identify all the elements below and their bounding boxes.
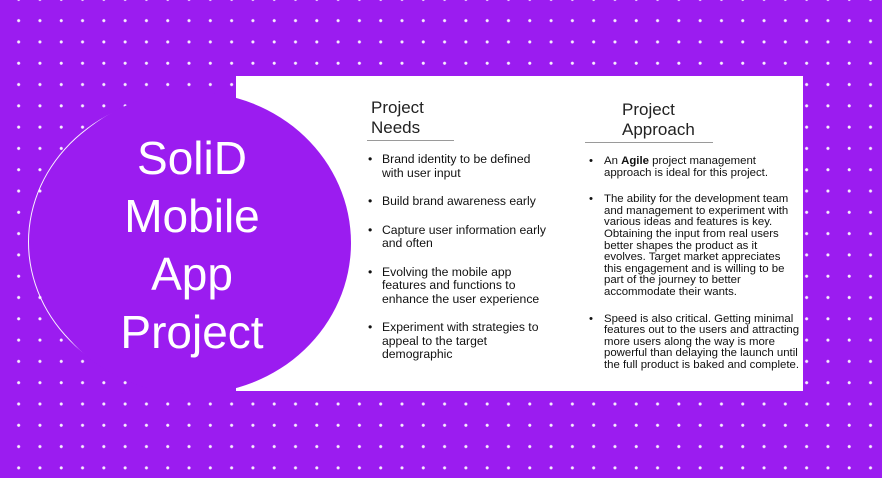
- project-approach-heading: Project Approach: [585, 100, 713, 143]
- title-line: Mobile: [124, 190, 260, 242]
- list-item: Experiment with strategies to appeal to …: [367, 320, 547, 362]
- project-needs-list: Brand identity to be defined with user i…: [367, 152, 547, 362]
- slide-title: SoliD Mobile App Project: [120, 129, 263, 361]
- title-line: SoliD: [137, 132, 247, 184]
- item-prefix: An: [604, 155, 622, 167]
- list-item: The ability for the development team and…: [585, 193, 800, 298]
- agile-keyword: Agile: [621, 155, 649, 167]
- list-item: Build brand awareness early: [367, 194, 547, 209]
- title-line: Project: [120, 306, 264, 358]
- list-item: Evolving the mobile app features and fun…: [367, 265, 547, 307]
- project-needs-column: Project Needs Brand identity to be defin…: [367, 98, 547, 377]
- heading-line: Project: [371, 98, 424, 117]
- list-item: Capture user information early and often: [367, 223, 547, 251]
- list-item: Brand identity to be defined with user i…: [367, 152, 547, 180]
- heading-line: Project: [622, 100, 675, 119]
- heading-line: Needs: [371, 118, 421, 137]
- project-needs-heading: Project Needs: [367, 98, 454, 141]
- list-item: An Agile project management approach is …: [585, 155, 800, 179]
- heading-line: Approach: [622, 120, 695, 139]
- project-approach-column: Project Approach An Agile project manage…: [585, 100, 800, 387]
- item-suffix: project management approach is ideal for…: [604, 155, 768, 179]
- project-approach-list: An Agile project management approach is …: [585, 155, 800, 372]
- title-circle: SoliD Mobile App Project: [33, 92, 351, 394]
- title-line: App: [151, 248, 233, 300]
- list-item: Speed is also critical. Getting minimal …: [585, 313, 800, 372]
